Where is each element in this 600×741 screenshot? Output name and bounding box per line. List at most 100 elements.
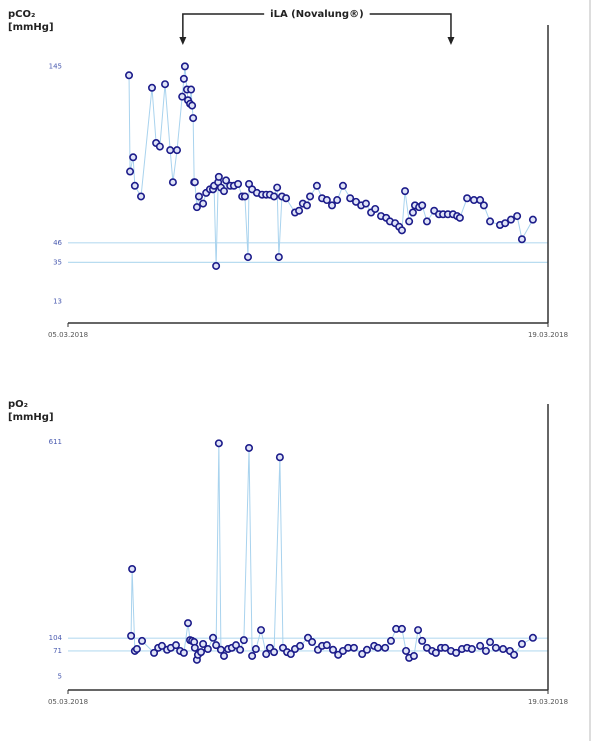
y-tick-label: 13: [53, 298, 62, 306]
data-point: [371, 204, 380, 213]
data-point: [402, 646, 411, 655]
data-point: [351, 197, 360, 206]
data-point: [322, 641, 331, 650]
data-point: [216, 645, 225, 654]
data-point: [184, 619, 193, 628]
data-point: [188, 101, 197, 110]
annotation-bg: [264, 7, 370, 21]
data-point: [137, 192, 146, 201]
data-point: [273, 183, 282, 192]
data-point: [405, 217, 414, 226]
data-point: [236, 645, 245, 654]
data-point: [408, 208, 417, 217]
data-point: [346, 194, 355, 203]
data-point: [381, 643, 390, 652]
data-point: [173, 146, 182, 155]
data-point: [409, 651, 418, 660]
data-point: [510, 650, 519, 659]
data-point: [431, 648, 440, 657]
data-point: [476, 641, 485, 650]
data-point: [302, 201, 311, 210]
data-point: [157, 641, 166, 650]
data-point: [132, 645, 141, 654]
data-point: [463, 194, 472, 203]
x-tick-label: 19.03.2018: [528, 698, 568, 706]
data-point: [166, 146, 175, 155]
data-point: [179, 74, 188, 83]
data-point: [306, 192, 315, 201]
data-point: [209, 633, 218, 642]
data-point: [528, 633, 537, 642]
data-point: [189, 114, 198, 123]
data-point: [506, 215, 515, 224]
data-point: [244, 253, 253, 262]
data-point: [190, 643, 199, 652]
data-point: [467, 645, 476, 654]
data-point: [333, 196, 342, 205]
data-point: [199, 639, 208, 648]
data-line: [130, 443, 534, 660]
annotation-arrowhead: [447, 37, 455, 45]
data-point: [257, 626, 266, 635]
data-point: [486, 638, 495, 647]
data-point: [212, 261, 221, 270]
data-point: [222, 176, 231, 185]
data-point: [214, 439, 223, 448]
data-point: [286, 650, 295, 659]
data-point: [128, 564, 137, 573]
data-point: [441, 643, 450, 652]
data-point: [148, 83, 157, 92]
data-point: [275, 453, 284, 462]
y-axis-label: pO₂: [8, 399, 28, 410]
annotation-text: iLA (Novalung®): [270, 9, 364, 20]
data-point: [476, 196, 485, 205]
y-axis-unit: [mmHg]: [8, 22, 54, 33]
y-tick-label: 145: [49, 62, 62, 70]
data-point: [192, 203, 201, 212]
data-point: [234, 180, 243, 189]
data-point: [239, 636, 248, 645]
data-point: [187, 85, 196, 94]
y-axis-unit: [mmHg]: [8, 412, 54, 423]
y-tick-label: 611: [49, 438, 62, 446]
data-point: [274, 253, 283, 262]
data-point: [248, 651, 257, 660]
y-tick-label: 35: [53, 258, 62, 266]
data-point: [358, 650, 367, 659]
y-tick-label: 46: [53, 239, 62, 247]
data-point: [322, 196, 331, 205]
data-line: [128, 66, 534, 266]
data-point: [517, 639, 526, 648]
data-point: [168, 178, 177, 187]
data-point: [361, 199, 370, 208]
data-point: [517, 235, 526, 244]
data-point: [282, 194, 291, 203]
data-point: [262, 650, 271, 659]
data-point: [486, 217, 495, 226]
x-tick-label: 19.03.2018: [528, 331, 568, 339]
data-point: [179, 648, 188, 657]
data-point: [212, 641, 221, 650]
data-point: [190, 178, 199, 187]
data-point: [178, 92, 187, 101]
data-point: [245, 443, 254, 452]
data-point: [130, 181, 139, 190]
data-point: [528, 215, 537, 224]
data-point: [126, 167, 135, 176]
data-point: [220, 187, 229, 196]
data-point: [199, 199, 208, 208]
data-point: [251, 645, 260, 654]
data-point: [481, 646, 490, 655]
data-point: [270, 192, 279, 201]
data-point: [125, 71, 134, 80]
y-tick-label: 71: [53, 647, 62, 655]
data-point: [414, 626, 423, 635]
data-point: [418, 201, 427, 210]
annotation-arrowhead: [179, 37, 187, 45]
y-tick-label: 5: [58, 672, 62, 680]
data-point: [161, 80, 170, 89]
data-point: [338, 181, 347, 190]
data-point: [373, 643, 382, 652]
data-point: [312, 181, 321, 190]
